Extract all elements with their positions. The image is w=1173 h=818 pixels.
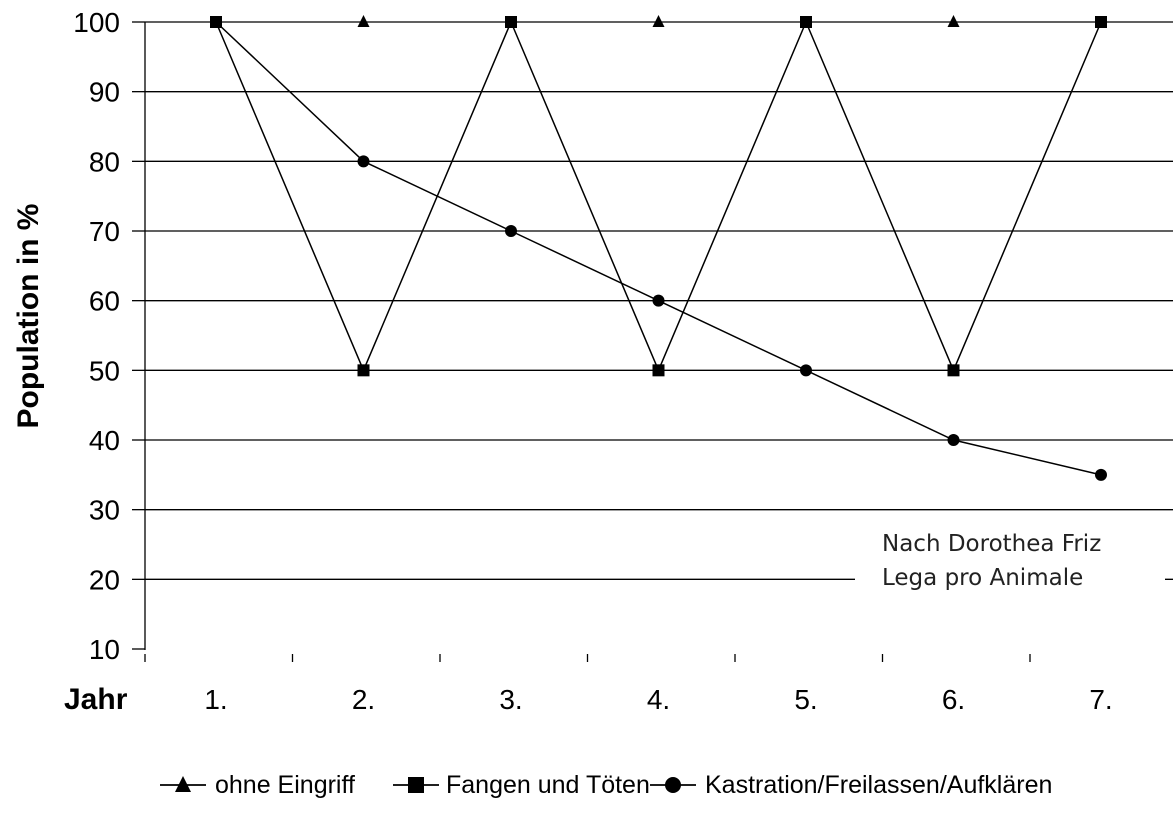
circle-marker xyxy=(947,434,960,446)
y-tick-label: 20 xyxy=(89,564,120,595)
circle-marker xyxy=(800,364,812,377)
square-marker xyxy=(652,364,665,377)
square-marker xyxy=(800,16,812,28)
square-marker xyxy=(947,364,960,377)
x-tick-label: 1. xyxy=(204,684,227,715)
x-tick-label: 4. xyxy=(647,684,670,715)
triangle-marker xyxy=(357,15,370,27)
x-tick-label: 3. xyxy=(499,684,522,715)
triangle-marker xyxy=(175,776,191,792)
y-tick-label: 90 xyxy=(89,77,120,108)
square-marker xyxy=(1095,16,1107,28)
circle-marker xyxy=(357,155,370,168)
circle-marker xyxy=(1095,468,1107,481)
y-axis-label: Population in % xyxy=(12,204,45,429)
square-marker xyxy=(505,16,517,28)
series-circle xyxy=(210,16,1107,481)
x-axis: 1. 2. 3. 4. 5. 6. 7. xyxy=(144,654,1113,715)
annotation-line-2: Lega pro Animale xyxy=(882,565,1083,591)
legend: ohne Eingriff Fangen und Töten Kastration/… xyxy=(160,771,1052,799)
y-tick-label: 70 xyxy=(89,216,120,247)
legend-label: Fangen und Töten xyxy=(446,771,650,799)
triangle-marker xyxy=(947,15,960,27)
circle-marker xyxy=(210,16,222,28)
circle-marker xyxy=(652,294,665,307)
series-line xyxy=(215,20,1102,373)
y-tick-label: 60 xyxy=(89,286,120,317)
series-square xyxy=(210,16,1107,377)
circle-marker xyxy=(665,777,681,793)
x-tick-label: 5. xyxy=(794,684,817,715)
y-tick-label: 80 xyxy=(89,146,120,177)
square-marker xyxy=(408,777,424,793)
y-tick-label: 40 xyxy=(89,425,120,456)
square-marker xyxy=(357,364,370,377)
x-tick-label: 7. xyxy=(1089,684,1112,715)
y-tick-label: 10 xyxy=(89,634,120,665)
x-tick-label: 2. xyxy=(352,684,375,715)
triangle-marker xyxy=(652,15,665,27)
y-tick-label: 100 xyxy=(73,7,120,38)
x-tick-label: 6. xyxy=(942,684,965,715)
annotation-line-1: Nach Dorothea Friz xyxy=(882,531,1101,557)
series-triangle xyxy=(357,15,960,27)
series-group xyxy=(210,15,1107,481)
y-axis: 10 20 30 40 50 60 70 80 90 100 xyxy=(73,7,146,665)
annotation-box xyxy=(855,518,1165,616)
y-tick-label: 50 xyxy=(89,355,120,386)
legend-label: ohne Eingriff xyxy=(215,771,355,799)
legend-label: Kastration/Freilassen/Aufklären xyxy=(705,771,1052,799)
x-axis-label: Jahr xyxy=(64,683,128,716)
circle-marker xyxy=(505,225,517,237)
y-tick-label: 30 xyxy=(89,495,120,526)
series-line xyxy=(215,21,1102,476)
